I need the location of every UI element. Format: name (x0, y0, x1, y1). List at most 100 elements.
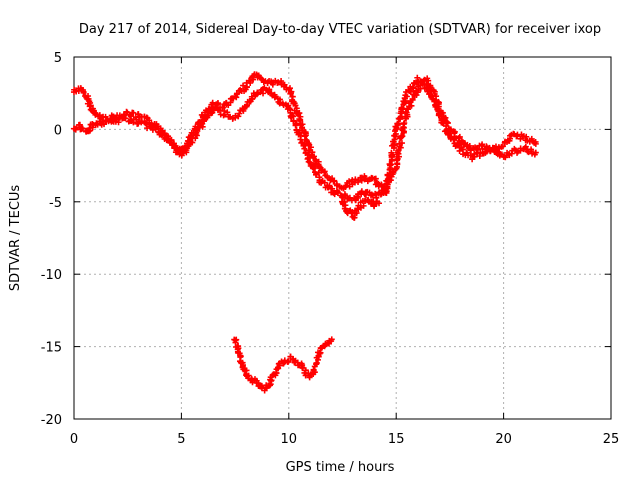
data-point (532, 149, 539, 156)
data-point (214, 99, 221, 106)
chart-title: Day 217 of 2014, Sidereal Day-to-day VTE… (79, 22, 601, 37)
data-point (302, 367, 309, 374)
data-point (455, 141, 462, 148)
tick-labels: 0 5 10 15 20 25 5 0 -5 -10 -15 -20 (41, 51, 620, 447)
data-point (86, 103, 93, 110)
y-tick-label: -20 (41, 413, 62, 428)
series-2 (70, 81, 539, 204)
data-point (343, 182, 350, 189)
x-axis-label: GPS time / hours (286, 460, 395, 475)
data-point (328, 336, 335, 343)
data-point (450, 136, 457, 143)
data-point (115, 119, 122, 126)
data-point (404, 113, 411, 120)
data-point (376, 200, 383, 207)
data-point (532, 140, 539, 147)
data-point (456, 133, 463, 140)
data-point (287, 106, 294, 113)
data-point (236, 110, 243, 117)
data-point (353, 210, 360, 217)
y-tick-label: 0 (54, 123, 62, 138)
data-point (409, 96, 416, 103)
y-tick-label: -10 (41, 268, 62, 283)
data-point (130, 119, 137, 126)
data-point (321, 169, 328, 176)
data-markers (70, 71, 539, 394)
data-point (224, 109, 231, 116)
data-point (362, 191, 369, 198)
data-point (313, 359, 320, 366)
axis-ticks (73, 56, 612, 420)
data-point (194, 128, 201, 135)
data-point (372, 175, 379, 182)
data-point (414, 74, 421, 81)
data-point (249, 96, 256, 103)
data-point (409, 84, 416, 91)
data-point (209, 109, 216, 116)
data-point (286, 85, 293, 92)
data-point (209, 99, 216, 106)
data-point (398, 140, 405, 147)
data-point (523, 133, 530, 140)
data-point (365, 196, 372, 203)
data-point (340, 194, 347, 201)
data-point (240, 82, 247, 89)
data-point (245, 372, 252, 379)
data-point (362, 175, 369, 182)
data-point (297, 117, 304, 124)
data-point (310, 366, 317, 373)
data-point (233, 91, 240, 98)
data-point (130, 109, 137, 116)
data-point (508, 150, 515, 157)
data-point (89, 121, 96, 128)
data-point (268, 377, 275, 384)
data-point (408, 102, 415, 109)
data-point (152, 124, 159, 131)
x-tick-label: 5 (177, 432, 185, 447)
data-point (325, 184, 332, 191)
data-point (285, 358, 292, 365)
data-point (279, 100, 286, 107)
data-point (237, 352, 244, 359)
data-point (307, 144, 314, 151)
data-point (159, 131, 166, 138)
data-point (79, 125, 86, 132)
data-point (331, 177, 338, 184)
data-point (358, 177, 365, 184)
x-tick-label: 20 (495, 432, 512, 447)
x-tick-label: 15 (388, 432, 405, 447)
data-point (393, 125, 400, 132)
data-point (80, 88, 87, 95)
data-point (467, 152, 474, 159)
y-tick-label: 5 (54, 51, 62, 66)
grid (74, 57, 611, 419)
data-point (489, 144, 496, 151)
data-point (386, 161, 393, 168)
data-point (299, 365, 306, 372)
data-point (329, 185, 336, 192)
data-point (398, 133, 405, 140)
data-point (400, 121, 407, 128)
data-point (205, 111, 212, 118)
data-point (395, 147, 402, 154)
data-point (316, 349, 323, 356)
data-point (292, 122, 299, 129)
data-point (499, 143, 506, 150)
data-point (377, 191, 384, 198)
data-point (162, 134, 169, 141)
data-point (301, 145, 308, 152)
data-point (467, 146, 474, 153)
data-point (122, 115, 129, 122)
data-point (302, 142, 309, 149)
plot-frame (73, 56, 612, 420)
data-point (358, 188, 365, 195)
y-tick-label: -5 (49, 196, 62, 211)
data-point (440, 119, 447, 126)
x-tick-label: 25 (603, 432, 620, 447)
data-point (123, 108, 130, 115)
data-point (456, 147, 463, 154)
x-tick-label: 0 (70, 432, 78, 447)
data-point (405, 106, 412, 113)
data-point (247, 79, 254, 86)
